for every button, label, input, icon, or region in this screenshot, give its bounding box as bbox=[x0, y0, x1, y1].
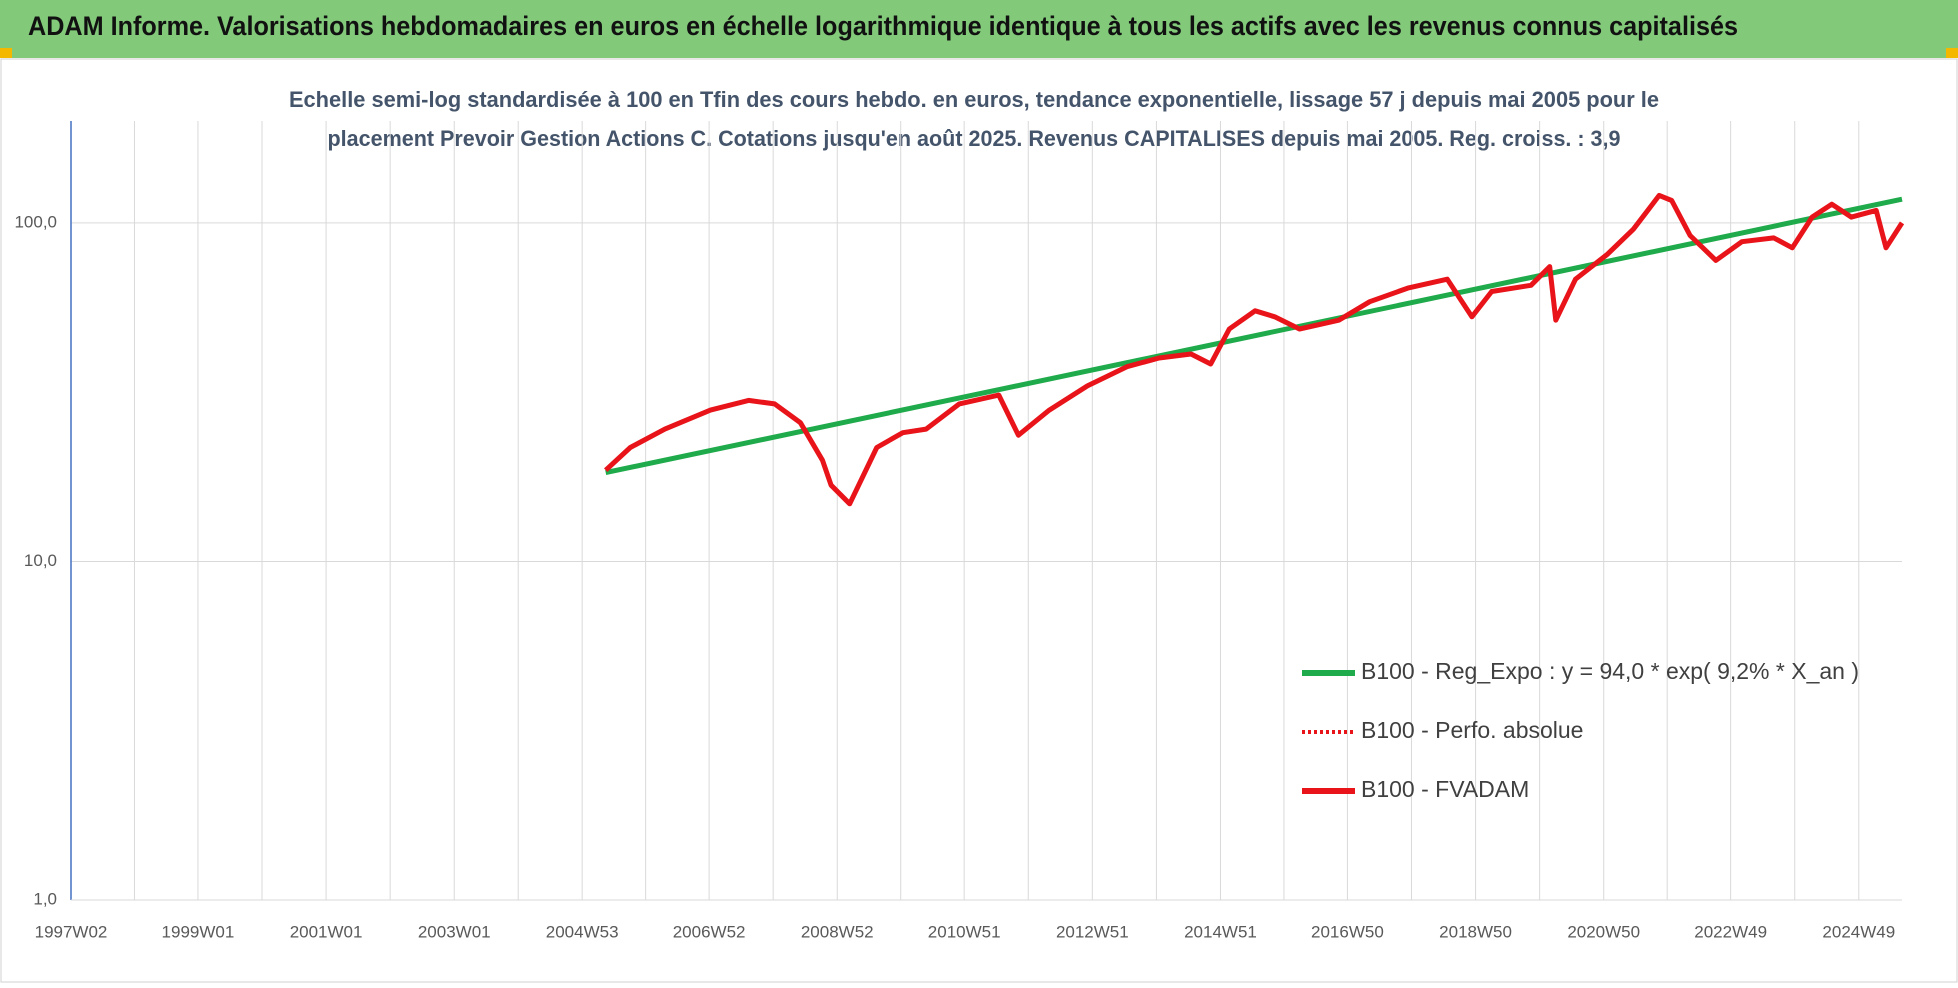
legend-label: B100 - Perfo. absolue bbox=[1361, 717, 1583, 743]
x-tick-label: 2024W49 bbox=[1822, 922, 1895, 941]
chart-subtitle: Echelle semi-log standardisée à 100 en T… bbox=[289, 87, 1659, 112]
x-tick-label: 1999W01 bbox=[162, 922, 235, 941]
series-line bbox=[604, 192, 1905, 507]
y-tick-label: 10,0 bbox=[24, 551, 57, 570]
chart-frame bbox=[0, 58, 1958, 983]
x-tick-label: 2003W01 bbox=[418, 922, 491, 941]
x-tick-label: 2018W50 bbox=[1439, 922, 1512, 941]
x-tick-label: 1997W02 bbox=[35, 922, 108, 941]
corner bbox=[0, 48, 12, 58]
header-bar bbox=[0, 0, 1958, 58]
chart-title: ADAM Informe. Valorisations hebdomadaire… bbox=[28, 11, 1738, 41]
x-tick-label: 2001W01 bbox=[290, 922, 363, 941]
x-tick-label: 2004W53 bbox=[546, 922, 619, 941]
x-tick-label: 2016W50 bbox=[1311, 922, 1384, 941]
legend-label: B100 - Reg_Expo : y = 94,0 * exp( 9,2% *… bbox=[1361, 658, 1859, 684]
x-tick-label: 2010W51 bbox=[928, 922, 1001, 941]
chart-subtitle: placement Prevoir Gestion Actions C. Cot… bbox=[328, 126, 1621, 151]
x-tick-label: 2006W52 bbox=[673, 922, 746, 941]
y-tick-label: 1,0 bbox=[33, 889, 57, 908]
x-tick-label: 2020W50 bbox=[1567, 922, 1640, 941]
x-tick-label: 2014W51 bbox=[1184, 922, 1257, 941]
corner bbox=[1946, 48, 1958, 58]
x-tick-label: 2022W49 bbox=[1694, 922, 1767, 941]
y-tick-label: 100,0 bbox=[14, 212, 57, 231]
x-tick-label: 2008W52 bbox=[801, 922, 874, 941]
legend-label: B100 - FVADAM bbox=[1361, 776, 1529, 802]
x-tick-label: 2012W51 bbox=[1056, 922, 1129, 941]
series-line bbox=[605, 196, 1903, 476]
